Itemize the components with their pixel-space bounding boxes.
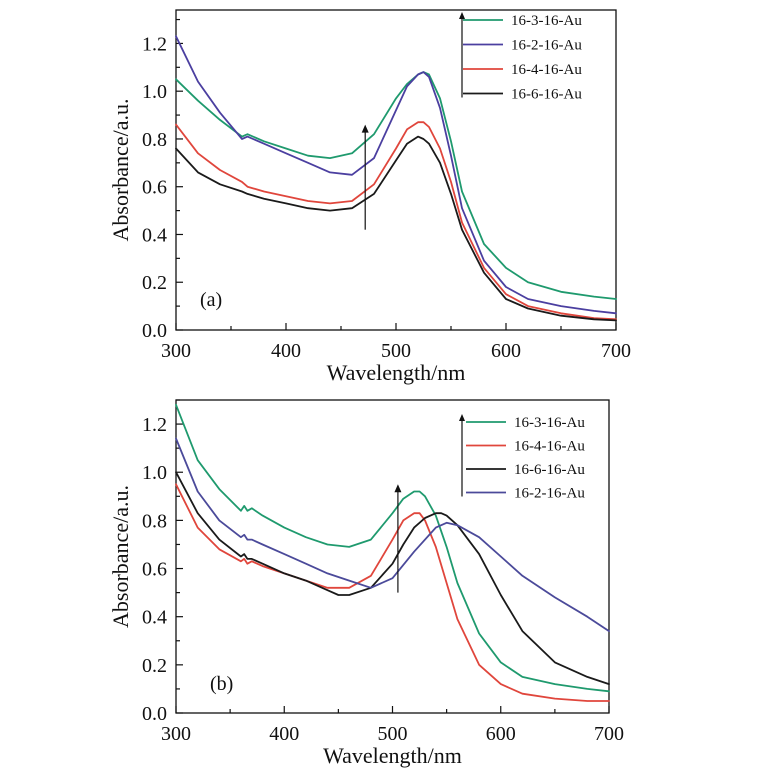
panel-b-x-tick-label: 500 [378,723,408,745]
panel-b-y-tick-label: 0.0 [142,703,167,725]
panel-b-x-tick-label: 600 [486,723,516,745]
panel-b-y-tick-label: 0.4 [142,607,167,629]
panel-b-x-tick-label: 700 [594,723,624,745]
panel-b-y-tick-label: 0.8 [142,510,167,532]
panel-a-series-line-16-6-16-Au [175,135,617,322]
panel-b-x-tick-label: 400 [269,723,299,745]
panel-a-x-tick-label: 600 [491,340,521,362]
panel-a-y-tick-label: 1.2 [142,33,167,55]
panel-a-x-tick-label: 500 [381,340,411,362]
panel-b-x-tick-label: 300 [161,723,191,745]
panel-a-series-line-16-4-16-Au [175,121,617,321]
panel-a-plot-frame [175,9,617,331]
panel-b-series-line-16-4-16-Au [175,483,610,702]
panel-b-series-line-16-2-16-Au [175,437,610,632]
panel-b-legend-label: 16-2-16-Au [514,486,585,502]
panel-b-y-tick-label: 0.6 [142,559,167,581]
panel-b-legend-label: 16-4-16-Au [514,439,585,455]
panel-a-legend-label: 16-3-16-Au [511,13,582,29]
panel-b-chart: 300 400 500 600 700 0.0 0.2 0.4 0.6 0.8 1.0 1.2 Wave… [108,399,624,768]
panel-a-x-tick-label: 400 [271,340,301,362]
panel-b-legend-label: 16-6-16-Au [514,462,585,478]
panel-a-legend-label: 16-4-16-Au [511,62,582,78]
panel-a-series-line-16-3-16-Au [175,71,617,300]
panel-a-legend-label: 16-2-16-Au [511,38,582,54]
panel-a-x-tick-label: 700 [601,340,631,362]
panel-a-legend-arrow-head [459,12,465,19]
panel-b-legend-arrow-head [459,414,465,421]
panel-b-y-tick-label: 0.2 [142,655,167,677]
panel-b-panel-label: (b) [210,673,233,695]
panel-a-y-axis-title: Absorbance/a.u. [108,99,133,242]
panel-a-legend-label: 16-6-16-Au [511,87,582,103]
panel-a-y-tick-label: 0.6 [142,177,167,199]
panel-b-series-line-16-6-16-Au [175,471,610,685]
panel-a-y-tick-label: 0.8 [142,129,167,151]
panel-a-trend-arrow-head [361,124,369,133]
panel-a-y-tick-label: 1.0 [142,81,167,103]
panel-b-series-line-16-3-16-Au [175,403,610,693]
panel-a-x-axis-title: Wavelength/nm [327,360,466,385]
panel-b-y-axis-title: Absorbance/a.u. [108,485,133,628]
panel-a-y-tick-label: 0.2 [142,272,167,294]
panel-a-y-tick-label: 0.0 [142,320,167,342]
panel-a-x-tick-label: 300 [161,340,191,362]
panel-b-x-axis-title: Wavelength/nm [323,743,462,768]
panel-b-trend-arrow-head [394,484,402,493]
panel-a-chart: 300 400 500 600 700 0.0 0.2 0.4 0.6 0.8 1.0 1.2 Wave… [108,9,631,385]
panel-a-series-line-16-2-16-Au [175,35,617,315]
panel-a-panel-label: (a) [200,289,222,311]
panel-b-legend-label: 16-3-16-Au [514,415,585,431]
panel-b-y-tick-label: 1.2 [142,414,167,436]
panel-b-y-tick-label: 1.0 [142,462,167,484]
panel-a-y-tick-label: 0.4 [142,224,167,246]
